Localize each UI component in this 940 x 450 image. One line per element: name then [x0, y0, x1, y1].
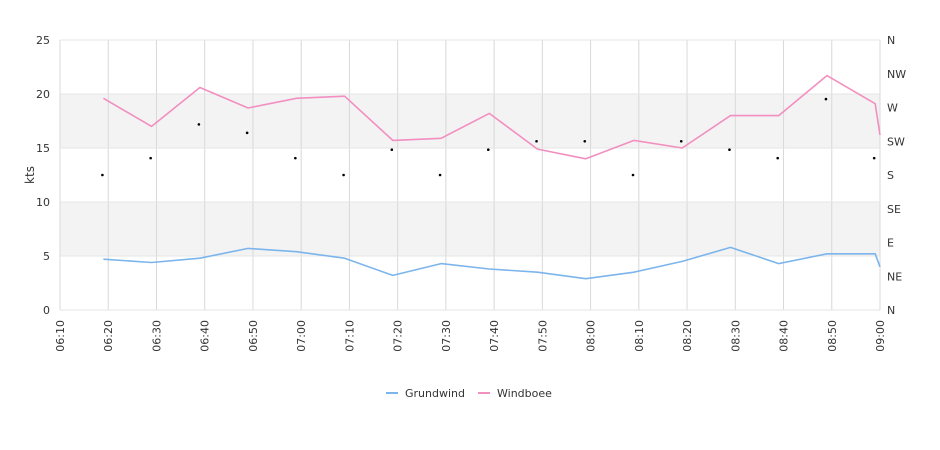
y-gridlines — [60, 39, 880, 311]
x-tick-label: 06:20 — [102, 320, 115, 352]
y-tick-label: 10 — [36, 196, 50, 209]
x-tick-label: 08:10 — [633, 320, 646, 352]
y-tick-label: 20 — [36, 88, 50, 101]
x-tick-label: 07:00 — [295, 320, 308, 352]
y-tick-label: 25 — [36, 34, 50, 47]
x-tick-label: 08:20 — [681, 320, 694, 352]
direction-point — [101, 173, 104, 177]
direction-point — [776, 156, 780, 160]
x-tick-label: 06:10 — [54, 320, 67, 352]
legend-label: Windboee — [497, 387, 552, 400]
y-tick-label: 15 — [36, 142, 50, 155]
direction-point — [583, 139, 587, 143]
x-tick-label: 08:30 — [729, 320, 742, 352]
x-axis-ticks: 06:10 06:20 06:30 06:40 06:50 07:00 07:10 07:20… — [54, 320, 887, 352]
x-tick-label: 07:40 — [488, 320, 501, 352]
x-tick-label: 08:40 — [778, 320, 791, 352]
plot-band — [60, 94, 880, 148]
direction-tick-label: N — [887, 304, 895, 317]
plot-bands — [60, 94, 880, 256]
direction-point — [149, 156, 152, 160]
direction-point — [294, 156, 297, 160]
series-line[interactable] — [102, 74, 881, 160]
direction-tick-label: NE — [887, 270, 902, 283]
x-tick-label: 07:10 — [343, 320, 356, 352]
x-tick-label: 06:50 — [247, 320, 260, 352]
x-tick-label: 07:20 — [392, 320, 405, 352]
direction-point — [390, 148, 394, 151]
legend[interactable]: Grundwind Windboee — [386, 387, 552, 400]
direction-tick-label: SW — [887, 135, 905, 148]
direction-point — [679, 139, 683, 143]
x-tick-label: 08:00 — [585, 320, 598, 352]
direction-tick-label: S — [887, 169, 894, 182]
direction-point — [197, 123, 201, 126]
direction-point — [631, 173, 635, 177]
y-tick-label: 5 — [43, 250, 50, 263]
direction-tick-label: N — [887, 34, 895, 47]
direction-point — [342, 173, 345, 177]
plot-band — [60, 202, 880, 256]
series-lines — [102, 74, 881, 280]
legend-item[interactable]: Windboee — [478, 387, 552, 400]
x-tick-label: 09:00 — [874, 320, 887, 352]
x-tick-label: 06:40 — [199, 320, 212, 352]
direction-tick-label: SE — [887, 203, 901, 216]
y-axis-ticks: 0 5 10 15 20 25 — [36, 34, 50, 317]
direction-point — [245, 131, 249, 135]
direction-point — [486, 148, 490, 151]
x-tick-label: 07:50 — [536, 320, 549, 352]
direction-markers — [101, 97, 876, 177]
x-gridlines — [59, 40, 881, 310]
y-tick-label: 0 — [43, 304, 50, 317]
x-tick-label: 08:50 — [826, 320, 839, 352]
direction-point — [535, 139, 538, 143]
direction-point — [438, 173, 442, 177]
legend-label: Grundwind — [405, 387, 465, 400]
direction-axis-ticks: N NE E SE S SW W NW N — [887, 34, 906, 317]
series-line[interactable] — [103, 246, 881, 280]
direction-point — [824, 97, 828, 101]
direction-point — [872, 156, 876, 160]
y-axis-label: kts — [23, 166, 37, 184]
direction-tick-label: W — [887, 102, 898, 115]
x-tick-label: 07:30 — [440, 320, 453, 352]
legend-item[interactable]: Grundwind — [386, 387, 465, 400]
direction-tick-label: E — [887, 237, 894, 250]
x-tick-label: 06:30 — [150, 320, 163, 352]
direction-tick-label: NW — [887, 68, 906, 81]
direction-point — [728, 148, 731, 151]
